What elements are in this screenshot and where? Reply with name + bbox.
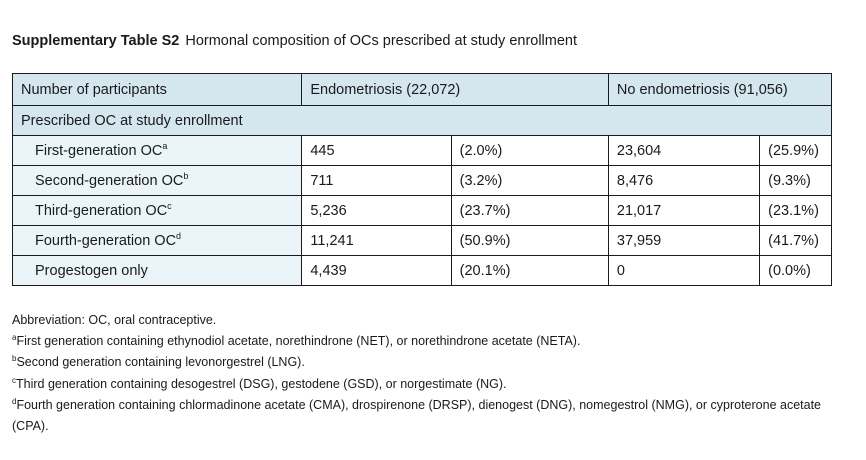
table-row: First-generation OCa 445 (2.0%) 23,604 (… [11,135,832,166]
endo-count: 4,439 [301,255,452,286]
noendo-percent: (0.0%) [759,255,832,286]
endo-count: 5,236 [301,195,452,226]
section-label: Prescribed OC at study enrollment [12,105,832,136]
table-row: Progestogen only 4,439 (20.1%) 0 (0.0%) [11,255,832,286]
noendo-count: 0 [607,255,761,286]
footnote-d: dFourth generation containing chlormadin… [12,396,821,434]
table-caption: Supplementary Table S2 Hormonal compositi… [12,33,577,49]
table-row: Fourth-generation OCd 11,241 (50.9%) 37,… [11,225,832,256]
row-label: Progestogen only [11,255,303,286]
endo-percent: (2.0%) [450,135,609,166]
noendo-count: 23,604 [607,135,761,166]
table-row: Second-generation OCb 711 (3.2%) 8,476 (… [11,165,832,196]
noendo-percent: (25.9%) [759,135,832,166]
endo-count: 445 [301,135,452,166]
footnote-a: aFirst generation containing ethynodiol … [12,333,581,349]
footnote-b: bSecond generation containing levonorges… [12,354,305,370]
row-label: Fourth-generation OCd [11,225,303,256]
table-footnotes: Abbreviation: OC, oral contraceptive. aF… [12,310,842,437]
section-row: Prescribed OC at study enrollment [12,105,832,136]
caption-text: Hormonal composition of OCs prescribed a… [185,33,578,49]
noendo-percent: (41.7%) [759,225,832,256]
noendo-count: 8,476 [607,165,761,196]
noendo-count: 37,959 [607,225,761,256]
endo-count: 11,241 [301,225,452,256]
row-label: Second-generation OCb [11,165,303,196]
table-header-row: Number of participants Endometriosis (22… [11,73,833,106]
noendo-count: 21,017 [607,195,761,226]
endo-percent: (20.1%) [450,255,609,286]
endo-percent: (3.2%) [450,165,609,196]
footnote-c: cThird generation containing desogestrel… [12,375,507,391]
row-label: First-generation OCa [11,135,303,166]
noendo-percent: (9.3%) [759,165,832,196]
noendo-percent: (23.1%) [759,195,832,226]
endo-count: 711 [301,165,452,196]
header-endometriosis: Endometriosis (22,072) [301,73,609,106]
caption-lead: Supplementary Table S2 [12,33,180,49]
footnote-abbreviation: Abbreviation: OC, oral contraceptive. [12,313,217,327]
oc-composition-table: Number of participants Endometriosis (22… [11,73,833,286]
endo-percent: (50.9%) [450,225,609,256]
row-label: Third-generation OCc [11,195,303,226]
header-no-endometriosis: No endometriosis (91,056) [607,73,833,106]
endo-percent: (23.7%) [450,195,609,226]
header-participants: Number of participants [11,73,303,106]
table-row: Third-generation OCc 5,236 (23.7%) 21,01… [11,195,832,226]
